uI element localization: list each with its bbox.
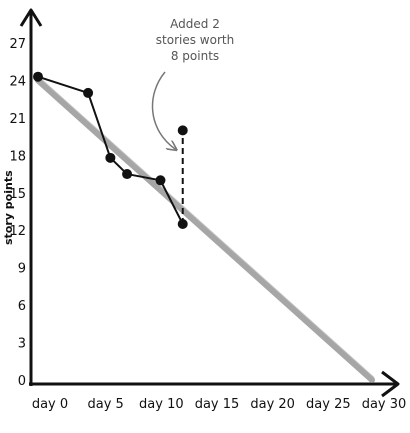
- x-tick-label: day 0: [32, 397, 68, 412]
- annotation-arrow: [151, 71, 176, 149]
- x-tick-label: day 10: [139, 397, 184, 412]
- ideal-trend-line-sketch: [39, 77, 375, 379]
- x-axis-arrow: [381, 370, 400, 398]
- y-axis-arrow: [19, 8, 43, 27]
- y-tick-label: 6: [18, 299, 26, 314]
- y-axis-title: story points: [2, 170, 15, 245]
- data-point: [177, 218, 188, 229]
- series-layer: [33, 71, 375, 383]
- x-tick-label: day 20: [250, 397, 295, 412]
- y-tick-label: 0: [18, 374, 26, 389]
- y-axis-ticks: 0 3 6 9 12 15 18 21 24 27: [9, 37, 26, 389]
- data-point: [105, 152, 116, 163]
- y-tick-label: 27: [9, 37, 26, 52]
- annotation-text-line: Added 2: [170, 17, 220, 31]
- x-tick-label: day 5: [88, 397, 124, 412]
- y-tick-label: 18: [9, 149, 26, 164]
- data-point: [155, 175, 166, 186]
- data-point: [83, 87, 94, 98]
- annotation-layer: Added 2 stories worth 8 points: [151, 17, 234, 149]
- x-axis-ticks: day 0 day 5 day 10 day 15 day 20 day 25 day 30: [32, 397, 406, 412]
- scope-added-point: [177, 125, 188, 136]
- x-tick-label: day 15: [195, 397, 240, 412]
- axes: [19, 8, 400, 398]
- y-tick-label: 15: [9, 187, 26, 202]
- annotation-text-line: stories worth: [156, 33, 234, 47]
- x-tick-label: day 30: [362, 397, 407, 412]
- x-tick-label: day 25: [306, 397, 351, 412]
- annotation-text-line: 8 points: [171, 49, 219, 63]
- data-point: [122, 169, 133, 180]
- data-point: [33, 71, 43, 82]
- y-tick-label: 12: [9, 224, 26, 239]
- y-tick-label: 21: [9, 112, 26, 127]
- y-tick-label: 3: [18, 337, 26, 352]
- ideal-trend-line: [35, 77, 375, 383]
- actual-burndown-line: [37, 75, 184, 225]
- y-tick-label: 9: [18, 262, 26, 277]
- y-tick-label: 24: [9, 74, 26, 89]
